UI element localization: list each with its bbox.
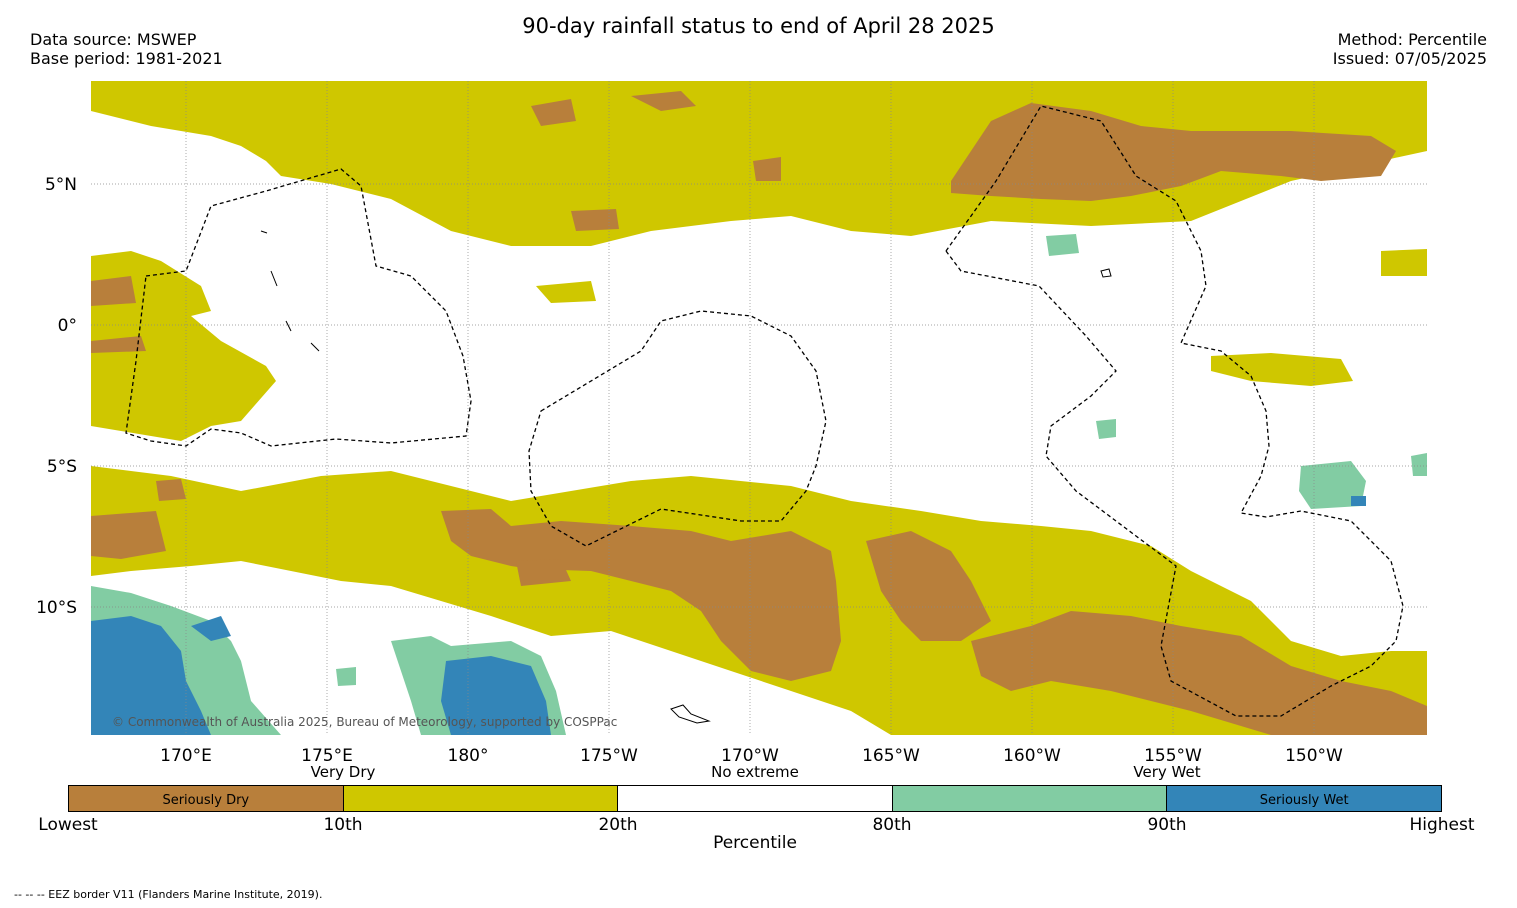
lat-label-0: 0° <box>57 316 77 336</box>
legend-swatch-seriously-wet: Seriously Wet <box>1167 786 1441 811</box>
rainfall-map <box>91 81 1427 735</box>
eez-borders <box>125 105 1404 717</box>
legend-seriously-dry-text: Seriously Dry <box>162 793 250 808</box>
legend-label-very-wet: Very Wet <box>1133 763 1201 781</box>
data-source: Data source: MSWEP <box>30 30 197 49</box>
legend-seriously-wet-text: Seriously Wet <box>1259 793 1349 808</box>
header-left: Data source: MSWEP Base period: 1981-202… <box>30 30 223 68</box>
lat-label-10s: 10°S <box>36 598 77 618</box>
map-title: 90-day rainfall status to end of April 2… <box>522 14 995 38</box>
legend-swatch-seriously-dry: Seriously Dry <box>69 786 344 811</box>
seriously-wet-regions <box>91 496 1366 735</box>
eez-footnote: -- -- -- EEZ border V11 (Flanders Marine… <box>14 888 323 901</box>
legend-tick-90th: 90th <box>1147 815 1187 835</box>
legend-tick-10th: 10th <box>323 815 363 835</box>
base-period: Base period: 1981-2021 <box>30 49 223 68</box>
legend-tick-highest: Highest <box>1409 815 1475 835</box>
lon-label-165w: 165°W <box>862 746 920 766</box>
lon-label-170w: 170°W <box>721 746 779 766</box>
legend-label-very-dry: Very Dry <box>310 763 376 781</box>
lon-label-175w: 175°W <box>580 746 638 766</box>
lon-label-180: 180° <box>447 746 489 766</box>
lon-label-155w: 155°W <box>1144 746 1202 766</box>
legend-swatch-very-wet <box>892 786 1168 811</box>
legend-swatch-no-extreme <box>618 786 893 811</box>
lon-label-170e: 170°E <box>160 746 212 766</box>
seriously-dry-regions <box>91 91 1427 735</box>
lon-label-160w: 160°W <box>1003 746 1061 766</box>
graticule <box>91 81 1427 735</box>
legend-colorbar: Seriously Dry Seriously Wet <box>68 785 1442 812</box>
legend-swatch-very-dry <box>343 786 619 811</box>
islands <box>260 230 1112 724</box>
lat-label-5s: 5°S <box>46 457 77 477</box>
legend-tick-20th: 20th <box>598 815 638 835</box>
method: Method: Percentile <box>1337 30 1487 49</box>
lon-label-150w: 150°W <box>1285 746 1343 766</box>
legend-tick-lowest: Lowest <box>38 815 98 835</box>
map-canvas <box>91 81 1427 735</box>
legend-axis-title: Percentile <box>713 833 797 853</box>
legend-label-no-extreme: No extreme <box>711 763 799 781</box>
legend-tick-80th: 80th <box>872 815 912 835</box>
issued-date: Issued: 07/05/2025 <box>1332 49 1487 68</box>
copyright-notice: © Commonwealth of Australia 2025, Bureau… <box>112 715 618 729</box>
header-right: Method: Percentile Issued: 07/05/2025 <box>1333 30 1487 68</box>
lat-label-5n: 5°N <box>44 175 77 195</box>
lon-label-175e: 175°E <box>301 746 353 766</box>
